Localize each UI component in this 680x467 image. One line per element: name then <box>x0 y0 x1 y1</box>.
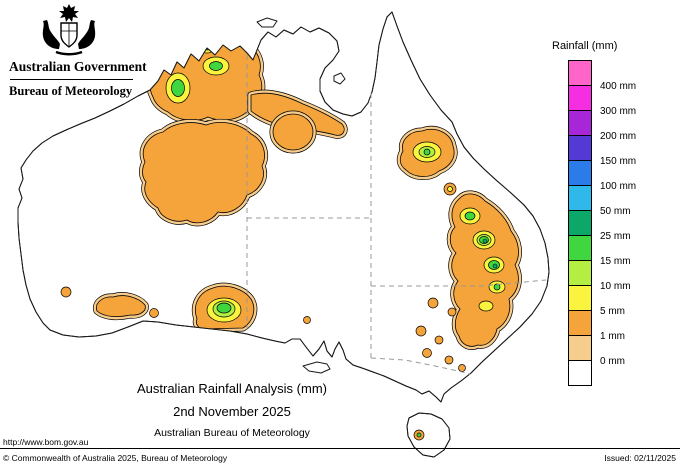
legend-swatch <box>568 335 592 361</box>
kangaroo-island <box>302 361 331 374</box>
legend-title: Rainfall (mm) <box>552 40 618 52</box>
rain-patch-kimberley <box>150 35 262 120</box>
legend-label: 5 mm <box>600 306 625 317</box>
legend-row: 200 mm <box>568 110 678 142</box>
legend-swatch <box>568 360 592 386</box>
legend-swatch <box>568 285 592 311</box>
legend-label: 15 mm <box>600 256 631 267</box>
government-title: Australian Government <box>9 59 147 74</box>
legend-cells: 400 mm 300 mm 200 mm 150 mm 100 mm 50 mm 25 mm… <box>568 60 678 386</box>
legend-row: 10 mm <box>568 260 678 292</box>
legend-label: 10 mm <box>600 281 631 292</box>
legend-swatch <box>568 60 592 86</box>
legend-row: 0 mm <box>568 335 678 367</box>
map-date: 2nd November 2025 <box>173 404 291 419</box>
legend-row: 50 mm <box>568 185 678 217</box>
coat-of-arms-icon <box>42 4 96 56</box>
footer-divider <box>0 448 680 449</box>
legend-swatch <box>568 260 592 286</box>
legend-row: 5 mm <box>568 285 678 317</box>
legend-label: 50 mm <box>600 206 631 217</box>
rain-patch-southwest <box>60 286 159 318</box>
map-title: Australian Rainfall Analysis (mm) <box>136 381 327 396</box>
groote-eylandt <box>333 72 346 85</box>
rain-patch-south-coast <box>195 286 253 329</box>
bom-url: http://www.bom.gov.au <box>3 437 89 447</box>
legend-row <box>568 360 678 386</box>
legend-row: 1 mm <box>568 310 678 342</box>
copyright-text: © Commonwealth of Australia 2025, Bureau… <box>3 453 228 463</box>
rain-patches-scattered-dots <box>303 297 466 372</box>
legend-label: 300 mm <box>600 106 637 117</box>
legend-swatch <box>568 210 592 236</box>
legend-label: 25 mm <box>600 231 631 242</box>
legend-row: 400 mm <box>568 60 678 92</box>
map-titles: Australian Rainfall Analysis (mm) 2nd No… <box>62 381 402 439</box>
rain-patch-tasmania <box>413 429 425 441</box>
legend-swatch <box>568 235 592 261</box>
legend-swatch <box>568 185 592 211</box>
legend-swatch <box>568 110 592 136</box>
legend-label: 0 mm <box>600 356 625 367</box>
legend-label: 150 mm <box>600 156 637 167</box>
legend-row: 100 mm <box>568 160 678 192</box>
bureau-title: Bureau of Meteorology <box>9 84 133 98</box>
rainfall-patches <box>60 35 518 441</box>
legend-label: 100 mm <box>600 181 637 192</box>
issued-text: Issued: 02/11/2025 <box>604 453 676 463</box>
rain-patch-qld-interior <box>400 129 456 196</box>
melville-island <box>256 17 278 28</box>
legend-label: 400 mm <box>600 81 637 92</box>
legend-swatch <box>568 135 592 161</box>
state-borders <box>246 55 547 375</box>
legend-row: 150 mm <box>568 135 678 167</box>
legend-label: 200 mm <box>600 131 637 142</box>
legend-swatch <box>568 85 592 111</box>
legend-swatch <box>568 160 592 186</box>
legend-row: 15 mm <box>568 235 678 267</box>
legend-row: 25 mm <box>568 210 678 242</box>
legend-label: 1 mm <box>600 331 625 342</box>
legend-swatch <box>568 310 592 336</box>
legend-row: 300 mm <box>568 85 678 117</box>
rain-patch-east-coast <box>450 194 518 347</box>
rain-patch-nt-blob <box>273 114 313 150</box>
map-subtitle: Australian Bureau of Meteorology <box>154 427 310 439</box>
rainfall-legend: Rainfall (mm) 400 mm 300 mm 200 mm 150 mm 10… <box>552 40 678 386</box>
header-divider <box>10 79 133 80</box>
